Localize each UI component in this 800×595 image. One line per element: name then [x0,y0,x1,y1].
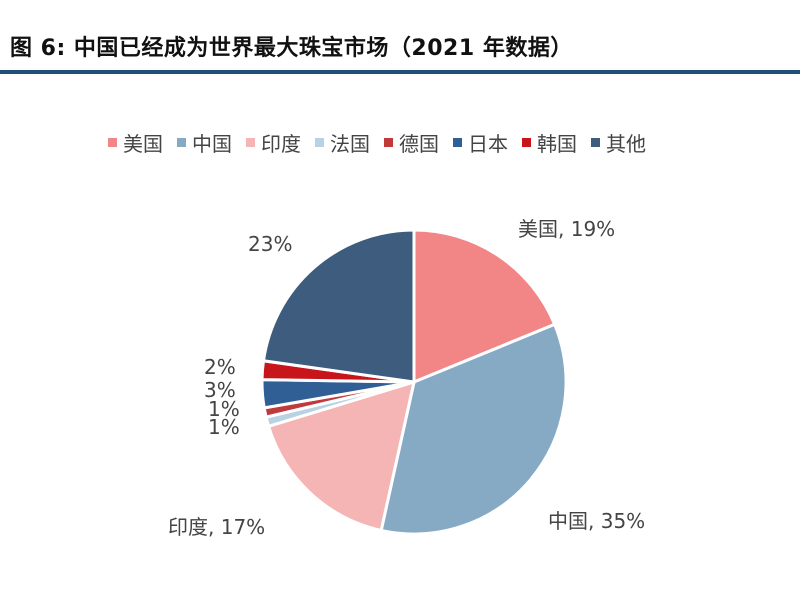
legend-label: 日本 [468,132,508,156]
legend-swatch [384,138,393,147]
data-label-2: 印度, 17% [168,515,265,539]
legend-swatch [522,138,531,147]
legend-label: 印度 [261,132,301,156]
legend-swatch [315,138,324,147]
pie-slice-7 [261,228,416,384]
legend-item-0: 美国 [108,128,163,157]
chart-title: 图 6: 中国已经成为世界最大珠宝市场（2021 年数据） [10,36,573,61]
legend-swatch [591,138,600,147]
legend-label: 法国 [330,132,370,156]
legend-swatch [177,138,186,147]
legend-swatch [453,138,462,147]
legend-item-3: 法国 [315,128,370,157]
legend: 美国 中国 印度 法国 德国 日本 韩国 其他 [108,128,646,157]
data-label-3: 1% [208,415,240,439]
data-label-1: 中国, 35% [548,509,645,533]
legend-swatch [108,138,117,147]
pie-slice-1 [379,322,568,536]
legend-item-6: 韩国 [522,128,577,157]
legend-swatch [246,138,255,147]
data-label-4: 1% [208,397,240,421]
pie-slice-2 [266,379,417,533]
legend-label: 其他 [606,132,646,156]
data-label-6: 2% [204,355,236,379]
data-label-5: 3% [204,378,236,402]
legend-label: 中国 [192,132,232,156]
legend-item-2: 印度 [246,128,301,157]
legend-item-5: 日本 [453,128,508,157]
legend-label: 美国 [123,132,163,156]
pie-slice-0 [412,228,557,385]
data-label-0: 美国, 19% [518,217,615,241]
title-underline [0,70,800,74]
legend-label: 德国 [399,132,439,156]
data-label-7: 23% [248,232,292,256]
legend-label: 韩国 [537,132,577,156]
legend-item-4: 德国 [384,128,439,157]
legend-item-1: 中国 [177,128,232,157]
legend-item-7: 其他 [591,128,646,157]
